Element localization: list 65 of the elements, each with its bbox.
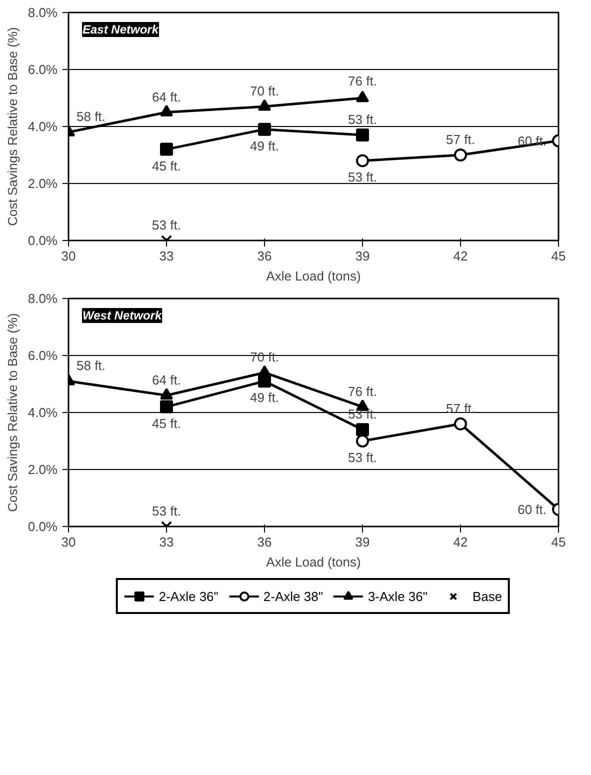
annotation: 53 ft. — [152, 504, 181, 518]
y-tick-label: 8.0% — [28, 291, 58, 306]
text: West Network — [82, 308, 163, 322]
annotation: 53 ft. — [348, 450, 377, 465]
x-tick-label: 45 — [551, 248, 566, 264]
x-tick-label: 36 — [257, 248, 272, 264]
annotation: 58 ft. — [76, 109, 106, 124]
annotation: 76 ft. — [348, 384, 377, 399]
x-tick-label: 45 — [551, 534, 566, 550]
annotation: 60 ft. — [518, 502, 547, 517]
annotation: 64 ft. — [152, 89, 181, 104]
y-tick-label: 4.0% — [28, 119, 58, 134]
point — [356, 423, 369, 436]
x-tick-label: 33 — [159, 534, 174, 550]
y-tick-label: 4.0% — [28, 405, 58, 420]
x-tick-label: 36 — [257, 534, 272, 550]
text: East Network — [82, 22, 160, 36]
x-axis-title: Axle Load (tons) — [266, 554, 361, 570]
point — [356, 90, 369, 102]
x-tick-label: 33 — [159, 248, 174, 264]
annotation: 45 ft. — [152, 416, 181, 431]
annotation: 58 ft. — [76, 358, 106, 374]
annotation: 53 ft. — [348, 170, 377, 185]
annotation: 49 ft. — [250, 390, 279, 406]
y-tick-label: 2.0% — [28, 176, 58, 191]
x-tick-label: 30 — [61, 534, 76, 550]
legend-label: 3-Axle 36" — [368, 588, 428, 604]
point — [160, 400, 173, 414]
point — [160, 104, 173, 116]
x-tick-label: 42 — [453, 248, 468, 264]
y-tick-label: 6.0% — [28, 62, 58, 77]
point — [454, 417, 467, 430]
annotation: 70 ft. — [250, 84, 279, 99]
annotation: 45 ft. — [152, 158, 181, 174]
point — [454, 148, 467, 162]
x-axis-title: Axle Load (tons) — [266, 268, 361, 284]
annotation: 49 ft. — [250, 138, 279, 154]
y-tick-label: 8.0% — [28, 5, 58, 20]
point — [356, 434, 369, 448]
point — [356, 154, 369, 168]
legend-label: Base — [472, 588, 502, 604]
y-tick-label: 2.0% — [28, 462, 58, 477]
y-tick-label: 0.0% — [28, 519, 58, 534]
legend-label: 2-Axle 36" — [158, 588, 218, 604]
x-tick-label: 39 — [355, 248, 370, 264]
y-tick-label: 6.0% — [28, 348, 58, 363]
point — [258, 122, 271, 136]
y-axis-title: Cost Savings Relative to Base (%) — [4, 313, 20, 512]
annotation: 57 ft. — [446, 400, 475, 416]
point — [356, 128, 369, 142]
y-axis-title: Cost Savings Relative to Base (%) — [4, 27, 20, 226]
point — [258, 99, 271, 111]
point — [258, 365, 271, 377]
point — [160, 142, 173, 156]
x-tick-label: 30 — [61, 248, 76, 264]
point — [160, 388, 173, 400]
annotation: 53 ft. — [152, 218, 181, 232]
annotation: 57 ft. — [446, 132, 475, 147]
annotation: 64 ft. — [152, 372, 181, 388]
annotation: 76 ft. — [348, 74, 377, 89]
x-tick-label: 42 — [453, 534, 468, 550]
legend-label: 2-Axle 38" — [263, 588, 323, 604]
x-tick-label: 39 — [355, 534, 370, 550]
y-tick-label: 0.0% — [28, 233, 58, 248]
annotation: 53 ft. — [348, 112, 377, 128]
